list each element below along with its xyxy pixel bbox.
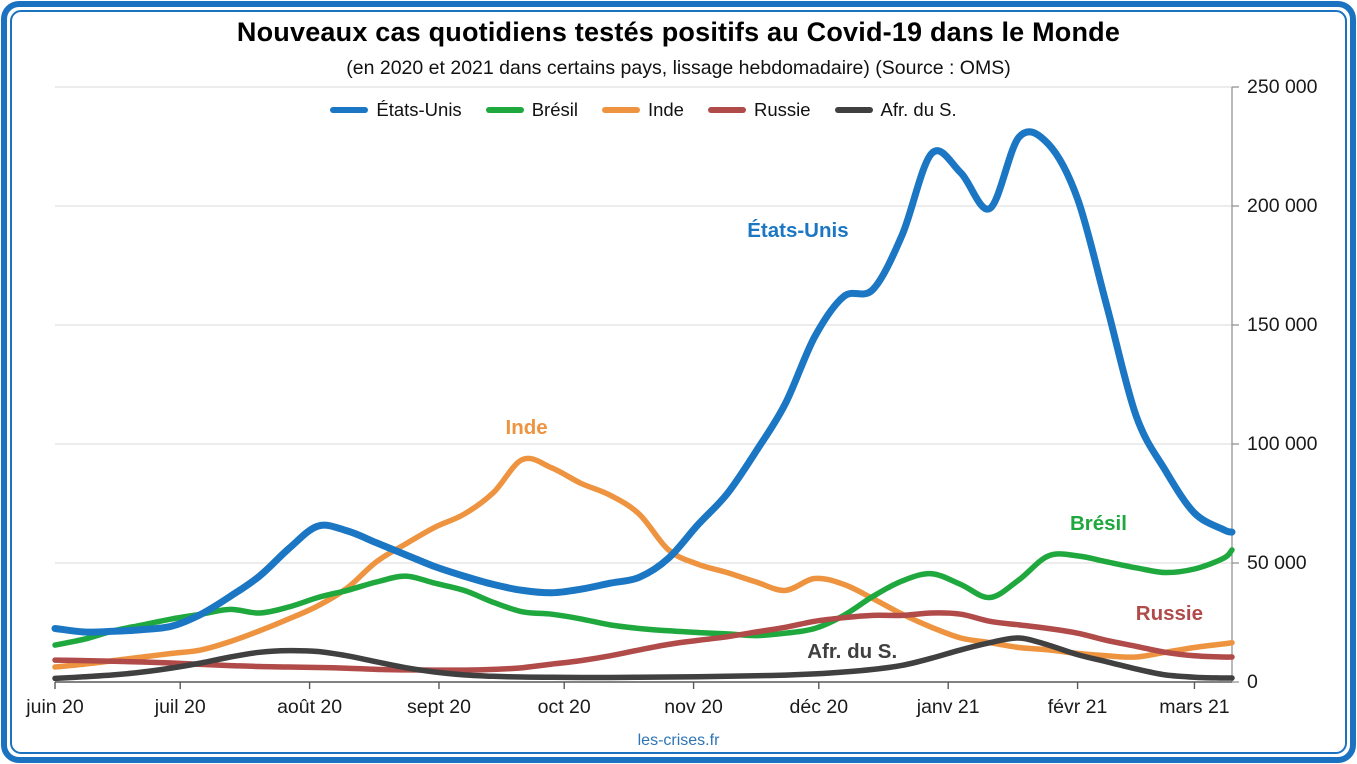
- series-line-inde: [52, 455, 1235, 670]
- y-tick-label: 0: [1247, 671, 1258, 693]
- x-tick-label: juil 20: [154, 696, 206, 718]
- legend-swatch: [330, 107, 369, 113]
- x-tick-label: août 20: [277, 696, 342, 718]
- y-tick-label: 150 000: [1247, 314, 1318, 336]
- legend-item: États-Unis: [330, 99, 462, 121]
- legend-swatch: [601, 107, 640, 113]
- legend: États-Unis Brésil Inde Russie Afr. du S.: [55, 99, 1232, 121]
- legend-swatch: [707, 107, 746, 113]
- legend-item: Brésil: [485, 99, 578, 121]
- y-tick-label: 100 000: [1247, 433, 1318, 455]
- series-line-russie: [52, 610, 1235, 673]
- chart-title: Nouveaux cas quotidiens testés positifs …: [236, 17, 1121, 47]
- x-tick-label: sept 20: [407, 696, 471, 718]
- y-tick-label: 250 000: [1247, 76, 1318, 98]
- y-tick-label: 50 000: [1247, 552, 1307, 574]
- legend-label: États-Unis: [376, 99, 462, 120]
- legend-item: Afr. du S.: [834, 99, 957, 121]
- source-site-link: les-crises.fr: [637, 732, 720, 749]
- legend-label: Russie: [753, 99, 811, 120]
- legend-label: Brésil: [531, 99, 578, 120]
- x-tick-label: oct 20: [538, 696, 591, 718]
- x-tick-label: mars 21: [1159, 696, 1229, 718]
- x-tick-label: nov 20: [664, 696, 723, 718]
- x-tick-label: févr 21: [1048, 696, 1108, 718]
- x-tick-label: juin 20: [25, 696, 84, 718]
- series-line-br-sil: [52, 547, 1235, 648]
- series-line-afr-du-s: [52, 635, 1235, 682]
- legend-item: Russie: [707, 99, 811, 121]
- x-tick-label: déc 20: [790, 696, 849, 718]
- series-line-tats-unis: [51, 128, 1236, 636]
- chart-subtitle: (en 2020 et 2021 dans certains pays, lis…: [346, 57, 1011, 79]
- legend-label: Inde: [647, 99, 684, 120]
- y-tick-label: 200 000: [1247, 195, 1318, 217]
- legend-item: Inde: [601, 99, 684, 121]
- legend-swatch: [834, 107, 873, 113]
- legend-label: Afr. du S.: [880, 99, 957, 120]
- x-tick-label: janv 21: [916, 696, 980, 718]
- legend-swatch: [485, 107, 524, 113]
